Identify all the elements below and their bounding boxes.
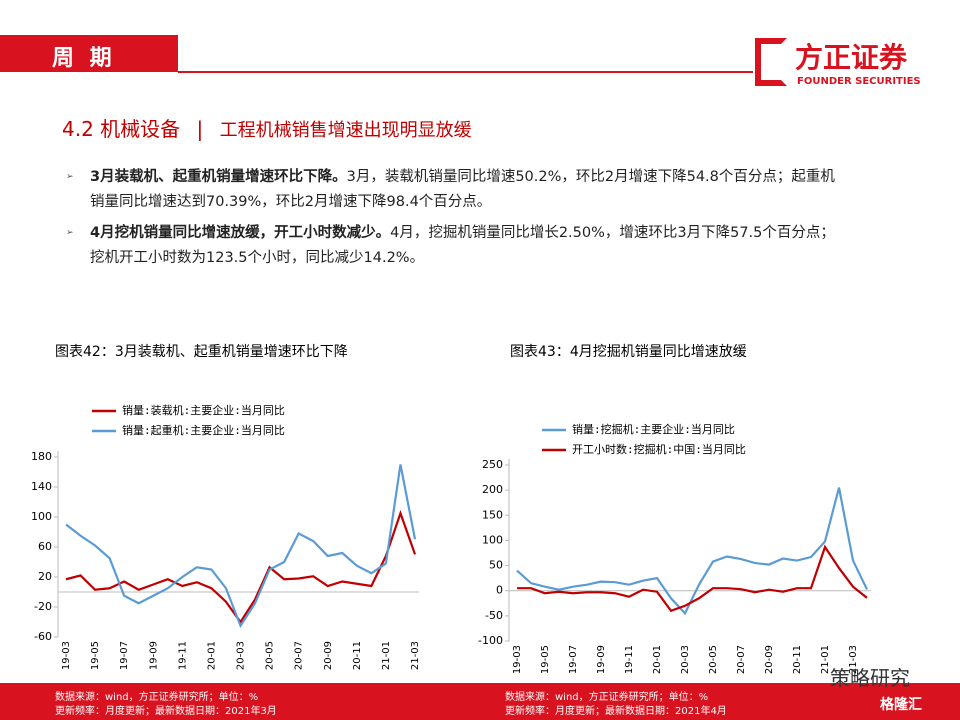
y-tick-label: 100 xyxy=(482,533,503,546)
x-tick-label: 20-01 xyxy=(206,641,217,670)
x-tick-label: 20-01 xyxy=(652,645,663,674)
header-line xyxy=(178,71,753,73)
legend-label: 销量:挖掘机:主要企业:当月同比 xyxy=(572,422,735,436)
y-tick-label: -60 xyxy=(34,630,52,643)
y-tick-label: -100 xyxy=(478,634,503,647)
x-tick-label: 20-05 xyxy=(708,645,719,674)
y-tick-label: 150 xyxy=(482,508,503,521)
section-title: 周 期 xyxy=(52,46,116,71)
footer-text: 更新频率：月度更新；最新数据日期：2021年3月 xyxy=(55,706,277,717)
x-tick-label: 19-11 xyxy=(624,645,635,674)
bullet-text: 3月，装载机销量同比增速50.2%，环比2月增速下降54.8个百分点；起重机销量… xyxy=(90,169,835,210)
y-tick-label: 60 xyxy=(38,540,52,553)
x-tick-label: 20-11 xyxy=(792,645,803,674)
watermark-wechat: 策略研究 xyxy=(830,666,910,690)
y-tick-label: 0 xyxy=(496,584,503,597)
watermark-brand: 格隆汇 xyxy=(880,697,922,713)
y-tick-label: 250 xyxy=(482,458,503,471)
y-tick-label: 140 xyxy=(31,480,52,493)
y-tick-label: 20 xyxy=(38,570,52,583)
chart-title: 图表43：4月挖掘机销量同比增速放缓 xyxy=(510,344,747,360)
x-tick-label: 20-09 xyxy=(323,641,334,670)
y-tick-label: 100 xyxy=(31,510,52,523)
title-sub: 工程机械销售增速出现明显放缓 xyxy=(219,120,472,141)
legend-label: 销量:起重机:主要企业:当月同比 xyxy=(122,423,285,437)
logo-text: 方正证券 xyxy=(795,41,908,74)
series-line xyxy=(65,509,417,624)
bullets: 3月装载机、起重机销量增速环比下降。3月，装载机销量同比增速50.2%，环比2月… xyxy=(66,165,846,277)
x-tick-label: 20-03 xyxy=(680,645,691,674)
y-tick-label: 50 xyxy=(489,559,503,572)
bullet-bold: 3月装载机、起重机销量增速环比下降。 xyxy=(90,169,347,185)
x-tick-label: 20-09 xyxy=(764,645,775,674)
bullet-bold: 4月挖机销量同比增速放缓，开工小时数减少。 xyxy=(90,225,391,241)
x-tick-label: 19-03 xyxy=(61,641,72,670)
bullet: 4月挖机销量同比增速放缓，开工小时数减少。4月，挖掘机销量同比增长2.50%，增… xyxy=(66,221,846,271)
y-tick-label: -50 xyxy=(485,609,503,622)
y-tick-label: 200 xyxy=(482,483,503,496)
legend-label: 销量:装载机:主要企业:当月同比 xyxy=(122,403,285,417)
legend-label: 开工小时数:挖掘机:中国:当月同比 xyxy=(572,442,746,456)
x-tick-label: 20-11 xyxy=(352,641,363,670)
footer-text: 更新频率：月度更新；最新数据日期：2021年4月 xyxy=(505,706,727,717)
title-main: 4.2 机械设备 xyxy=(62,117,181,141)
x-tick-label: 21-03 xyxy=(410,641,421,670)
x-tick-label: 20-05 xyxy=(265,641,276,670)
x-tick-label: 21-01 xyxy=(381,641,392,670)
x-tick-label: 20-07 xyxy=(294,641,305,670)
logo-icon xyxy=(755,38,787,86)
x-tick-label: 20-03 xyxy=(236,641,247,670)
section-bar xyxy=(0,35,178,72)
slide-title: 4.2 机械设备 | 工程机械销售增速出现明显放缓 xyxy=(62,113,472,142)
x-tick-label: 19-05 xyxy=(540,645,551,674)
series-line xyxy=(65,464,417,629)
x-tick-label: 21-03 xyxy=(848,645,859,674)
footer-text: 数据来源：wind，方正证券研究所；单位：% xyxy=(55,692,259,703)
title-sep: | xyxy=(196,117,204,141)
x-tick-label: 19-09 xyxy=(148,641,159,670)
x-tick-label: 20-07 xyxy=(736,645,747,674)
y-tick-label: -20 xyxy=(34,600,52,613)
x-tick-label: 19-11 xyxy=(177,641,188,670)
series-line xyxy=(517,544,868,613)
x-tick-label: 19-03 xyxy=(512,645,523,674)
series-line xyxy=(516,487,868,616)
bullet-text: 4月，挖掘机销量同比增长2.50%，增速环比3月下降57.5个百分点；挖机开工小… xyxy=(90,225,835,266)
logo-sub: FOUNDER SECURITIES xyxy=(797,76,921,87)
bullet: 3月装载机、起重机销量增速环比下降。3月，装载机销量同比增速50.2%，环比2月… xyxy=(66,165,846,215)
x-tick-label: 19-07 xyxy=(568,645,579,674)
x-tick-label: 19-09 xyxy=(596,645,607,674)
y-tick-label: 180 xyxy=(31,450,52,463)
chart-title: 图表42：3月装载机、起重机销量增速环比下降 xyxy=(55,344,348,360)
x-tick-label: 21-01 xyxy=(820,645,831,674)
x-tick-label: 19-07 xyxy=(119,641,130,670)
footer-text: 数据来源：wind，方正证券研究所；单位：% xyxy=(505,692,709,703)
footer-bar xyxy=(0,683,960,720)
x-tick-label: 19-05 xyxy=(90,641,101,670)
